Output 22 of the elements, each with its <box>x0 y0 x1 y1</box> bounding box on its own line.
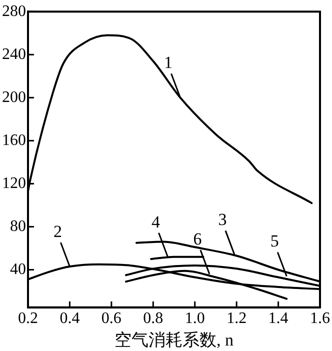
annotation: 6 <box>193 230 202 249</box>
x-tick-label: 0.4 <box>60 310 80 328</box>
annotation: 2 <box>53 222 62 241</box>
annotation: 4 <box>151 212 160 232</box>
y-tick-label: 80 <box>10 218 26 235</box>
x-tick-label: 1.6 <box>310 310 330 328</box>
annotation: 1 <box>164 53 173 72</box>
y-tick-label: 200 <box>2 88 26 106</box>
annotation: 5 <box>270 232 279 251</box>
y-tick-label: 40 <box>10 260 26 278</box>
x-axis-title: 空气消耗系数, n <box>114 330 234 350</box>
x-tick-label: 1.4 <box>268 310 288 328</box>
x-tick-label: 0.8 <box>143 310 164 328</box>
x-tick-label: 1.0 <box>184 310 205 328</box>
x-tick-label: 1.2 <box>226 310 247 328</box>
y-tick-label: 240 <box>2 46 26 63</box>
annotation: 3 <box>218 210 227 230</box>
y-tick-label: 160 <box>2 132 26 149</box>
y-tick-label: 120 <box>2 174 26 192</box>
x-tick-label: 0.2 <box>18 310 38 328</box>
x-tick-label: 0.6 <box>101 310 122 328</box>
y-tick-label: 280 <box>2 2 26 20</box>
